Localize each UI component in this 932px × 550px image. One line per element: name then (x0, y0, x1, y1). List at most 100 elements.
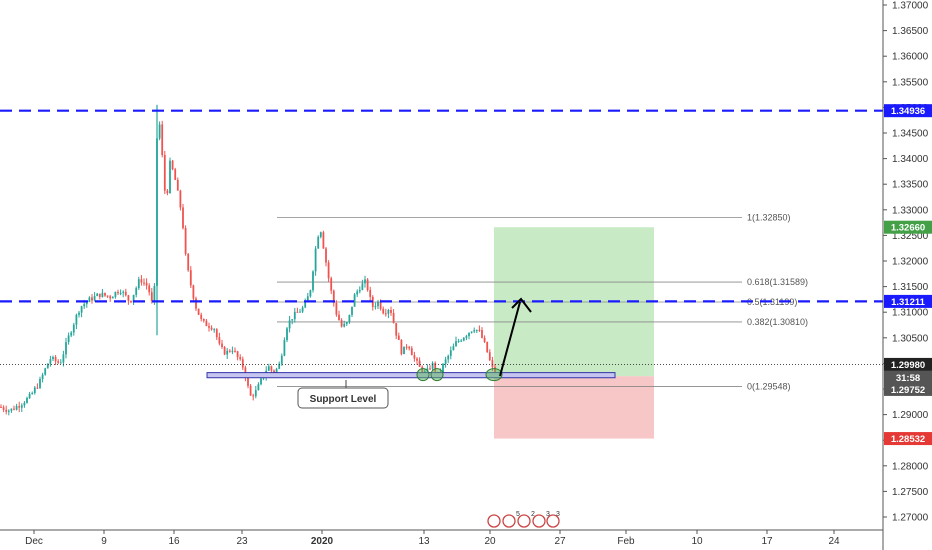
candle-body (122, 291, 125, 293)
fib-label: 1(1.32850) (747, 212, 791, 222)
price-tick-label: 1.28000 (892, 461, 929, 472)
candle-body (304, 301, 307, 308)
price-tick-label: 1.33500 (892, 180, 929, 191)
candle-body (462, 337, 465, 341)
candle-body (369, 289, 372, 297)
candle-body (465, 336, 468, 338)
svg-text:3: 3 (546, 511, 550, 518)
svg-text:3: 3 (556, 511, 560, 518)
candle-body (460, 340, 463, 342)
candle-body (226, 350, 229, 355)
candle-body (104, 292, 106, 296)
candle-body (46, 363, 49, 369)
candle-body (312, 271, 314, 291)
candle-body (301, 307, 304, 312)
svg-text:2: 2 (531, 511, 535, 518)
fib-label: 0.5(1.31199) (747, 297, 797, 307)
candle-body (267, 366, 270, 371)
candle-body (374, 306, 377, 308)
candle-body (286, 328, 288, 341)
candle-body (478, 329, 481, 331)
price-tick-label: 1.36500 (892, 26, 929, 37)
candle-body (234, 350, 236, 352)
time-tick-label: Feb (617, 536, 635, 547)
candle-body (0, 406, 2, 408)
candle-body (296, 311, 299, 313)
time-tick-label: 10 (691, 536, 703, 547)
support-band (206, 372, 616, 379)
candle-body (364, 279, 366, 284)
candle-body (319, 232, 322, 237)
candle-body (62, 354, 65, 363)
candle-body (5, 409, 8, 412)
candle-body (184, 228, 187, 254)
plot-area[interactable] (0, 0, 883, 530)
candle-body (327, 262, 330, 279)
touch-marker (416, 368, 430, 382)
candle-body (153, 285, 156, 302)
price-tick-label: 1.29000 (892, 410, 929, 421)
time-tick-label: Dec (25, 536, 43, 547)
price-tick-label: 1.32000 (892, 257, 929, 268)
price-tag-bg (884, 294, 932, 308)
candle-body (101, 292, 104, 297)
price-tick-label: 1.36000 (892, 52, 929, 63)
candle-body (280, 355, 283, 364)
candle-body (291, 319, 294, 321)
candle-body (26, 397, 28, 403)
time-tick-label: 17 (761, 536, 773, 547)
candle-body (140, 279, 143, 283)
price-tick-label: 1.34500 (892, 129, 929, 140)
candle-body (223, 347, 226, 355)
candle-body (39, 378, 41, 388)
candle-body (377, 301, 379, 307)
time-tick-label: 13 (418, 536, 430, 547)
candle-body (195, 298, 197, 309)
candle-body (429, 368, 431, 370)
candle-body (171, 160, 174, 170)
candle-body (88, 297, 91, 303)
time-axis[interactable]: Dec 9 16 23 2020 13 20 27 Feb 10 17 24 (25, 530, 840, 547)
candle-body (15, 406, 18, 410)
candle-body (314, 248, 317, 272)
candle-body (408, 346, 411, 349)
price-tick-label: 1.31000 (892, 308, 929, 319)
candle-body (275, 368, 278, 375)
touch-marker (485, 368, 503, 382)
price-tick-label: 1.33000 (892, 205, 929, 216)
candle-body (98, 293, 101, 297)
candle-body (127, 295, 130, 301)
price-tag-bg (884, 382, 932, 396)
candle-body (31, 393, 34, 395)
candle-body (431, 362, 434, 369)
candle-body (283, 340, 286, 356)
candle-body (187, 253, 190, 271)
candle-body (23, 402, 26, 406)
candle-body (85, 302, 88, 305)
time-tick-label: 2020 (311, 536, 334, 547)
support-label-callout: Support Level (297, 380, 389, 409)
candle-body (332, 290, 335, 304)
time-tick-label: 20 (484, 536, 496, 547)
price-tag-target: 1.32660 (891, 223, 925, 234)
price-tick-label: 1.35500 (892, 77, 929, 88)
candle-body (317, 236, 320, 249)
economic-events-icons[interactable]: 5 2 3 3 (487, 511, 560, 528)
time-tick-label: 27 (554, 536, 566, 547)
candle-body (416, 358, 418, 361)
price-tag-stop: 1.28532 (891, 434, 925, 445)
candle-body (249, 385, 252, 396)
price-tag-bg (884, 104, 932, 118)
candle-body (44, 368, 47, 375)
candle-body (67, 335, 70, 343)
candle-body (387, 309, 390, 314)
candle-body (182, 207, 184, 229)
candle-body (166, 190, 169, 194)
candle-body (13, 408, 15, 410)
price-tag-last_close: 1.29752 (891, 385, 925, 396)
candle-body (10, 408, 13, 411)
candles (0, 104, 496, 416)
candle-body (491, 360, 494, 368)
candle-body (65, 342, 67, 355)
